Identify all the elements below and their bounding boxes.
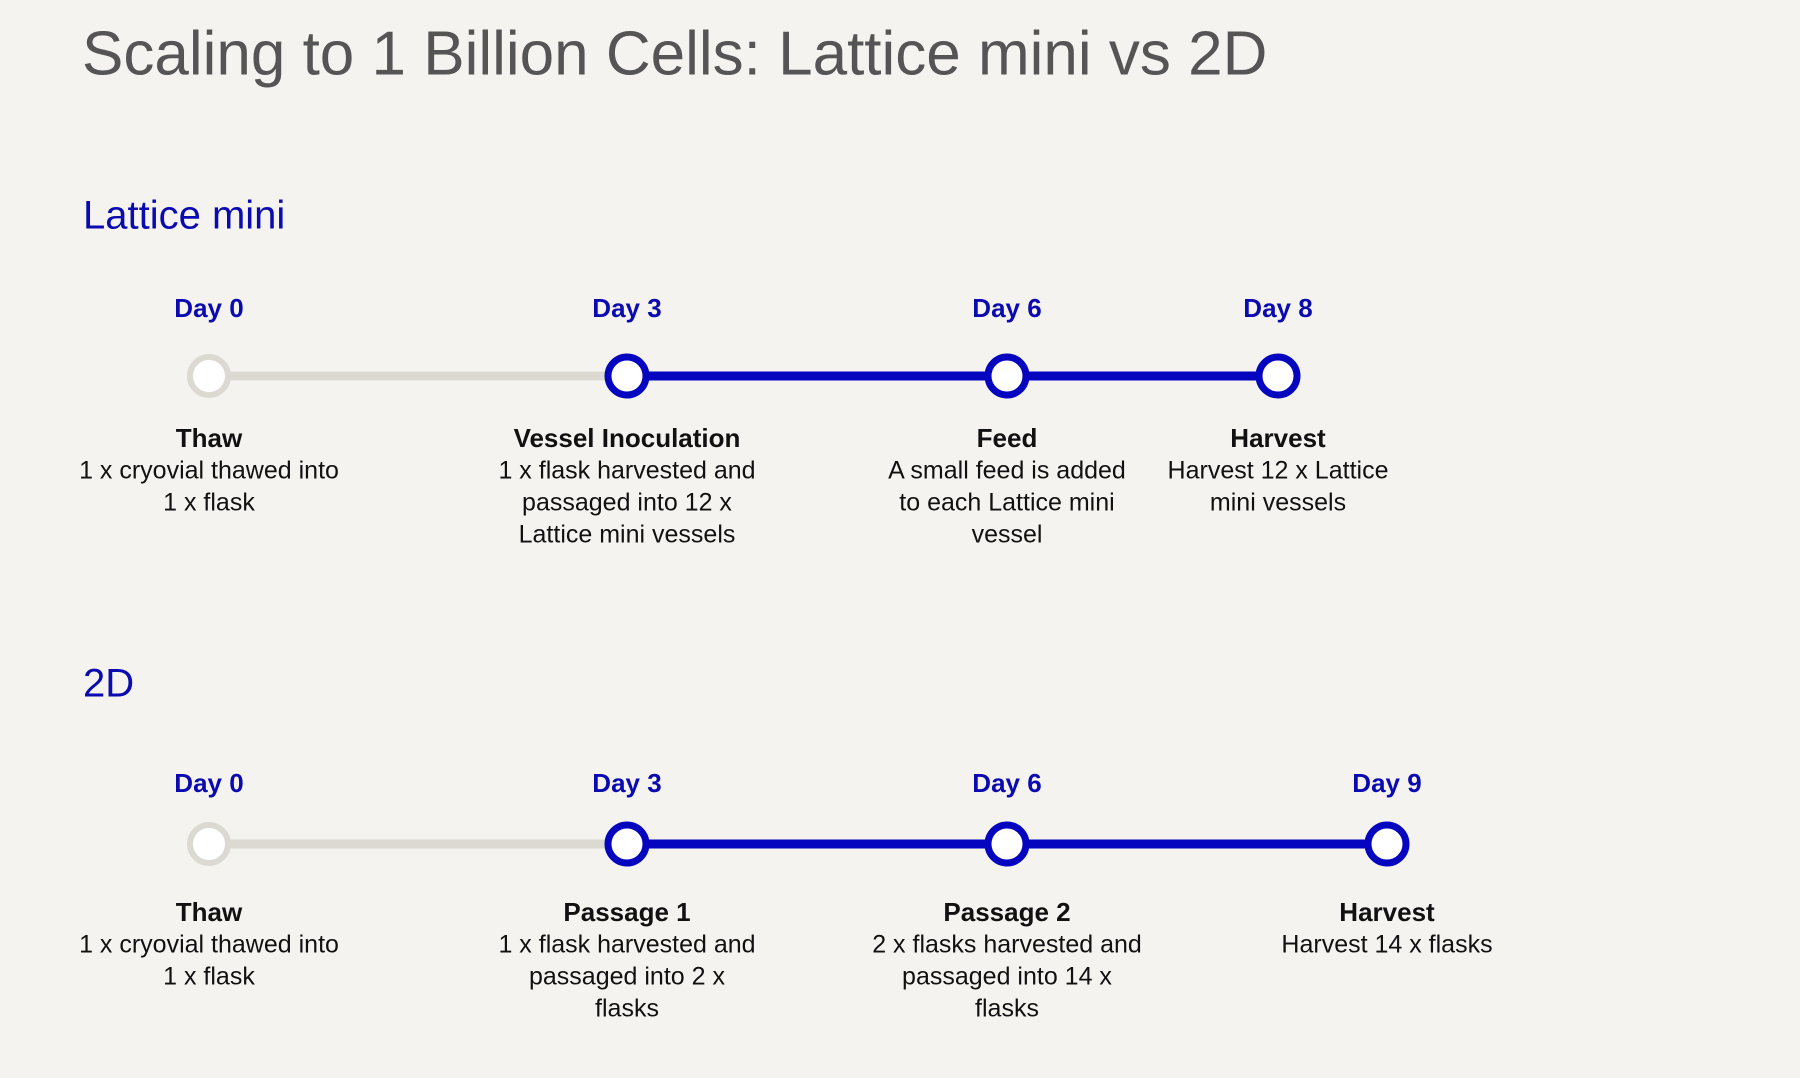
section-label: Lattice mini bbox=[83, 194, 285, 238]
step-description: Harvest 12 x Lattice bbox=[1168, 457, 1389, 485]
step-description: 1 x cryovial thawed into bbox=[79, 931, 339, 959]
step-description: passaged into 2 x bbox=[529, 963, 725, 991]
step-description: 1 x flask harvested and bbox=[498, 457, 755, 485]
step-title: Passage 1 bbox=[563, 897, 690, 927]
milestone bbox=[984, 821, 1030, 867]
step-description: A small feed is added bbox=[888, 457, 1126, 485]
milestone bbox=[604, 821, 650, 867]
step-title: Vessel Inoculation bbox=[514, 423, 741, 453]
step-description: 2 x flasks harvested and bbox=[872, 931, 1142, 959]
day-label: Day 6 bbox=[972, 293, 1041, 323]
step-description: flasks bbox=[595, 995, 659, 1023]
day-label: Day 6 bbox=[972, 768, 1041, 798]
step-description: vessel bbox=[972, 521, 1043, 549]
step-description: to each Lattice mini bbox=[899, 489, 1114, 517]
step-description: 1 x flask bbox=[163, 963, 255, 991]
milestone bbox=[187, 354, 231, 398]
step-description: 1 x cryovial thawed into bbox=[79, 457, 339, 485]
milestone bbox=[604, 353, 650, 399]
day-label: Day 3 bbox=[592, 768, 661, 798]
step-title: Feed bbox=[977, 423, 1038, 453]
step-description: mini vessels bbox=[1210, 489, 1346, 517]
milestone bbox=[187, 822, 231, 866]
step-description: Lattice mini vessels bbox=[519, 521, 736, 549]
day-label: Day 8 bbox=[1243, 293, 1312, 323]
milestone bbox=[1364, 821, 1410, 867]
page-title: Scaling to 1 Billion Cells: Lattice mini… bbox=[82, 19, 1267, 88]
day-label: Day 9 bbox=[1352, 768, 1421, 798]
step-title: Thaw bbox=[176, 423, 243, 453]
step-description: Harvest 14 x flasks bbox=[1281, 931, 1492, 959]
step-title: Harvest bbox=[1230, 423, 1326, 453]
step-description: passaged into 12 x bbox=[522, 489, 732, 517]
day-label: Day 0 bbox=[174, 293, 243, 323]
step-title: Thaw bbox=[176, 897, 243, 927]
section-label: 2D bbox=[83, 662, 134, 706]
step-description: passaged into 14 x bbox=[902, 963, 1112, 991]
step-description: flasks bbox=[975, 995, 1039, 1023]
step-description: 1 x flask bbox=[163, 489, 255, 517]
step-title: Harvest bbox=[1339, 897, 1435, 927]
step-title: Passage 2 bbox=[943, 897, 1070, 927]
day-label: Day 3 bbox=[592, 293, 661, 323]
day-label: Day 0 bbox=[174, 768, 243, 798]
milestone bbox=[984, 353, 1030, 399]
milestone bbox=[1255, 353, 1301, 399]
step-description: 1 x flask harvested and bbox=[498, 931, 755, 959]
